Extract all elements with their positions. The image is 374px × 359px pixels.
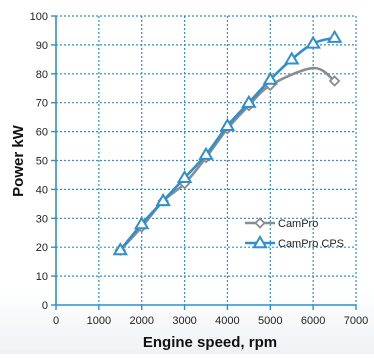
data-point	[241, 94, 257, 108]
series-campro-cps	[112, 29, 343, 256]
legend-item: CamPro	[245, 217, 318, 230]
grid-lines	[56, 15, 357, 305]
y-axis-label: Power kW	[10, 124, 27, 197]
x-axis-ticks: 0 1000 2000 3000 4000 5000 6000 7000	[53, 305, 368, 327]
y-tick-label: 90	[36, 40, 48, 52]
x-tick-label: 0	[53, 315, 59, 327]
x-tick-label: 4000	[215, 315, 239, 327]
data-point	[112, 242, 129, 256]
x-tick-label: 7000	[344, 315, 368, 327]
data-point	[133, 216, 150, 230]
legend-marker	[254, 217, 266, 229]
legend-item: CamPro CPS	[245, 235, 344, 250]
data-point	[305, 35, 321, 49]
y-tick-label: 40	[36, 184, 48, 196]
series-group	[112, 29, 343, 256]
x-axis-label: Engine speed, rpm	[143, 334, 277, 351]
y-tick-label: 80	[36, 69, 48, 81]
y-tick-label: 60	[36, 127, 48, 139]
x-tick-label: 5000	[258, 315, 282, 327]
x-tick-label: 2000	[129, 315, 153, 327]
y-tick-label: 50	[36, 156, 48, 168]
y-tick-label: 0	[42, 300, 48, 312]
legend-marker	[252, 235, 268, 249]
data-point	[326, 29, 343, 43]
x-tick-label: 6000	[301, 315, 325, 327]
data-point	[262, 71, 279, 85]
data-point	[219, 117, 236, 132]
data-point	[328, 75, 341, 87]
data-point	[283, 51, 300, 65]
data-point	[198, 146, 214, 160]
legend: CamPro CamPro CPS	[245, 217, 344, 250]
legend-label: CamPro	[278, 218, 318, 230]
y-tick-label: 10	[36, 271, 48, 283]
y-axis-ticks: 0 10 20 30 40 50 60 70 80 90 100	[30, 11, 56, 312]
y-tick-label: 20	[36, 242, 48, 254]
x-tick-label: 3000	[172, 315, 196, 327]
x-tick-label: 1000	[87, 315, 111, 327]
y-tick-label: 30	[36, 213, 48, 225]
data-point	[176, 169, 193, 184]
legend-label: CamPro CPS	[278, 238, 344, 250]
data-point	[155, 192, 171, 207]
y-tick-label: 100	[30, 11, 48, 23]
y-tick-label: 70	[36, 98, 48, 110]
